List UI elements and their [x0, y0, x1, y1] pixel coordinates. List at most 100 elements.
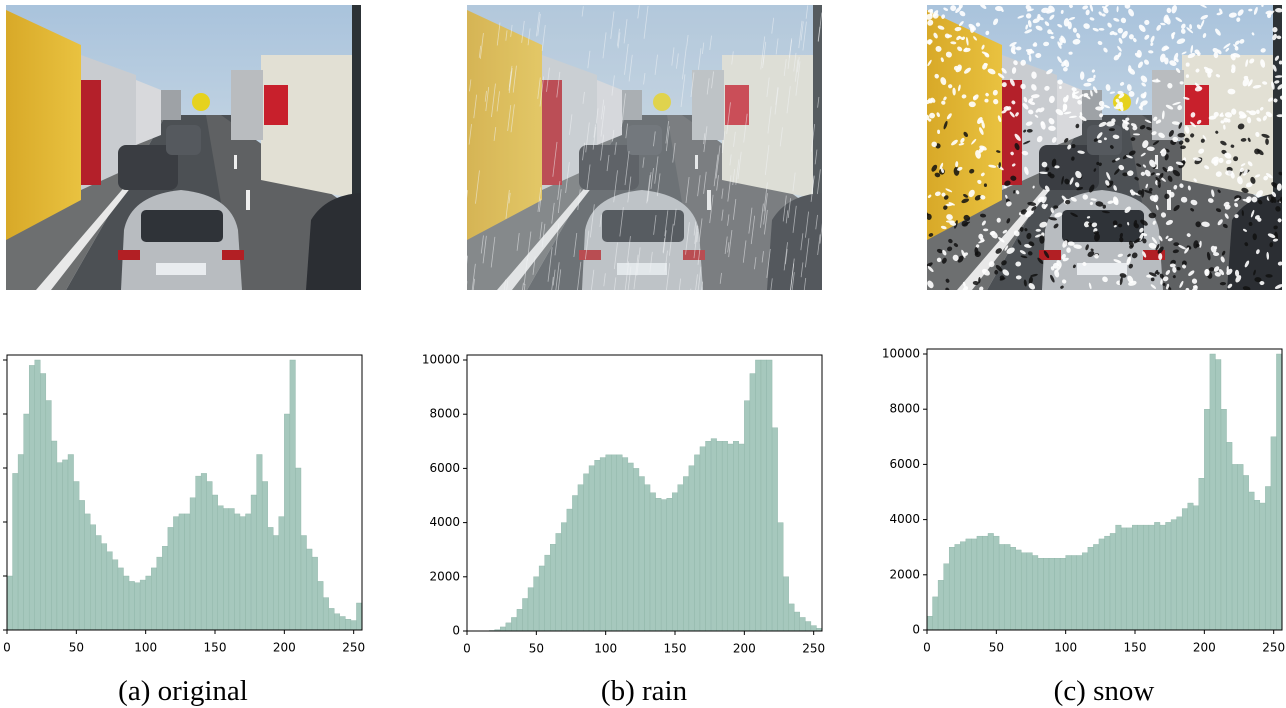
photo-original	[6, 5, 361, 290]
bar	[1182, 509, 1188, 630]
bar	[290, 360, 296, 630]
bar	[706, 441, 712, 631]
bar	[323, 598, 329, 630]
bar	[140, 580, 146, 630]
rain-streak	[494, 304, 496, 320]
bar	[1215, 360, 1221, 630]
photo-rain	[464, 5, 836, 335]
bar	[196, 476, 202, 630]
bar	[633, 468, 639, 631]
bar	[1276, 354, 1282, 630]
rain-streak	[737, 292, 741, 322]
bar	[268, 527, 274, 630]
bar	[146, 576, 152, 630]
snow-flake	[946, 220, 955, 223]
x-tick-label: 150	[1124, 641, 1147, 655]
x-tick-label: 50	[989, 641, 1004, 655]
bar	[1105, 536, 1111, 630]
bar	[234, 514, 240, 630]
bar	[1199, 478, 1205, 630]
bar	[506, 623, 512, 631]
bar	[628, 463, 634, 631]
bar	[1060, 558, 1066, 630]
bar	[284, 414, 290, 630]
bar	[611, 455, 617, 631]
bar	[218, 506, 224, 630]
rain-streak	[829, 139, 832, 163]
bar	[279, 517, 285, 630]
bar	[351, 621, 357, 630]
bar	[789, 604, 795, 631]
rain-streak	[832, 28, 834, 48]
bar	[728, 444, 734, 631]
bar	[162, 546, 168, 630]
bar	[51, 441, 57, 630]
bar	[511, 617, 517, 631]
bar	[1227, 442, 1233, 630]
bar	[201, 473, 207, 630]
snow-flake	[1231, 109, 1236, 115]
bar	[794, 612, 800, 631]
bar	[750, 374, 756, 631]
rain-streak	[787, 292, 789, 309]
bar	[683, 477, 689, 631]
rain-streak	[824, 212, 826, 229]
snow-flake	[929, 113, 935, 119]
bar	[1204, 409, 1210, 630]
x-tick-label: 50	[69, 641, 84, 655]
histogram: 050100150200250(a) original	[3, 355, 365, 707]
bar	[262, 482, 268, 631]
bar	[240, 517, 246, 630]
bar	[800, 617, 806, 631]
bar	[1166, 522, 1172, 630]
bar	[971, 539, 977, 630]
bar	[606, 455, 612, 631]
bar	[1171, 520, 1177, 630]
bar	[678, 485, 684, 631]
bar	[157, 557, 163, 630]
bar	[778, 523, 784, 631]
bar	[46, 401, 52, 631]
bar	[595, 460, 601, 631]
bar	[1088, 547, 1094, 630]
bar	[151, 568, 157, 630]
bar	[1038, 558, 1044, 630]
bar	[583, 474, 589, 631]
bar	[672, 493, 678, 631]
bar	[761, 360, 767, 631]
bar	[994, 536, 1000, 630]
bar	[356, 603, 362, 630]
bar	[312, 557, 318, 630]
bar	[90, 525, 96, 630]
x-tick-label: 150	[204, 641, 227, 655]
bar	[1010, 547, 1016, 630]
bar	[62, 460, 68, 630]
y-tick-label: 8000	[889, 402, 920, 416]
snow-flake	[1048, 172, 1052, 177]
bar	[1143, 525, 1149, 630]
bar	[18, 455, 24, 631]
bar	[550, 544, 556, 631]
bar	[689, 466, 695, 631]
bar	[1027, 553, 1033, 630]
x-tick-label: 100	[1054, 641, 1077, 655]
y-tick-label: 4000	[889, 512, 920, 526]
y-tick-label: 4000	[429, 515, 460, 529]
bar	[273, 536, 279, 631]
y-tick-label: 0	[452, 624, 460, 638]
bar	[545, 555, 551, 631]
bar	[1160, 525, 1166, 630]
bar	[572, 496, 578, 632]
bar	[301, 536, 307, 631]
bar	[700, 447, 706, 631]
rain-streak	[834, 16, 836, 29]
x-tick-label: 0	[463, 642, 471, 656]
bar	[29, 365, 35, 630]
rain-streak	[468, 291, 471, 318]
bar	[1016, 550, 1022, 630]
bar	[1260, 503, 1266, 630]
bar	[118, 568, 124, 630]
bar	[617, 455, 623, 631]
bar	[345, 619, 351, 630]
bar	[1032, 555, 1038, 630]
